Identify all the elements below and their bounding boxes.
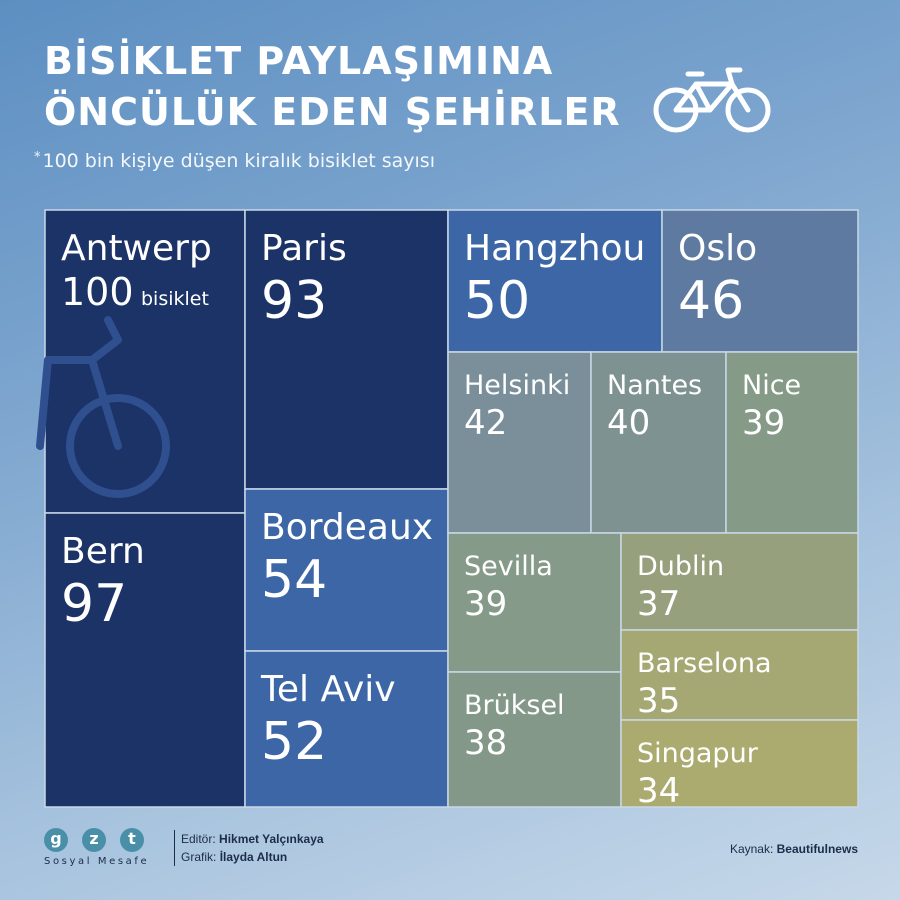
- graphic-name: İlayda Altun: [219, 850, 288, 864]
- treemap-rect: [44, 512, 246, 808]
- value-label: 100: [61, 270, 134, 314]
- treemap-rect: [620, 532, 859, 631]
- treemap-rect: [620, 629, 859, 721]
- value-label: 52: [261, 712, 327, 772]
- city-label: Hangzhou: [464, 228, 645, 269]
- value-label: 54: [261, 550, 327, 610]
- value-label: 39: [464, 584, 507, 624]
- logo-letter: z: [82, 828, 106, 852]
- source: Kaynak: Beautifulnews: [730, 842, 858, 856]
- treemap-rect: [244, 650, 449, 808]
- logo-text: Sosyal Mesafe: [44, 856, 150, 867]
- bicycle-watermark-icon: [36, 316, 170, 498]
- subtitle-asterisk: *: [34, 150, 41, 165]
- value-label: 97: [61, 574, 127, 634]
- value-label: 42: [464, 403, 507, 443]
- city-label: Bordeaux: [261, 507, 433, 548]
- city-label: Bern: [61, 531, 145, 572]
- city-label: Nice: [742, 370, 801, 401]
- city-label: Tel Aviv: [260, 669, 396, 710]
- treemap-rect: [590, 351, 727, 534]
- treemap-rect: [725, 351, 859, 534]
- credits: Editör: Hikmet Yalçınkaya Grafik: İlayda…: [174, 830, 324, 866]
- city-label: Nantes: [607, 370, 702, 401]
- value-label: 50: [464, 271, 530, 331]
- city-label: Paris: [261, 228, 347, 269]
- title-line-2: ÖNCÜLÜK EDEN ŞEHİRLER: [44, 90, 621, 134]
- city-label: Barselona: [637, 648, 772, 679]
- value-label: 40: [607, 403, 650, 443]
- title-line-1: BİSİKLET PAYLAŞIMINA: [44, 39, 554, 83]
- source-name: Beautifulnews: [776, 842, 858, 856]
- value-label: 46: [678, 271, 744, 331]
- value-label: 39: [742, 403, 785, 443]
- value-label: 93: [261, 271, 327, 331]
- treemap-rect: [244, 488, 449, 652]
- source-label: Kaynak:: [729, 842, 774, 856]
- editor-label: Editör:: [181, 832, 216, 846]
- editor-name: Hikmet Yalçınkaya: [219, 832, 324, 846]
- value-label: 35: [637, 681, 680, 721]
- value-label: 34: [637, 771, 680, 811]
- value-label: 37: [637, 584, 680, 624]
- treemap-rect: [447, 671, 622, 808]
- treemap-rect: [661, 209, 859, 353]
- bicycle-icon: [653, 67, 771, 133]
- treemap-rect: [447, 351, 592, 534]
- treemap-rect: [244, 209, 449, 490]
- city-label: Sevilla: [464, 551, 553, 582]
- logo-letter: t: [120, 828, 144, 852]
- treemap-rect: [447, 209, 663, 353]
- unit-label: bisiklet: [141, 288, 209, 310]
- treemap-rect: [620, 719, 859, 808]
- city-label: Dublin: [637, 551, 724, 582]
- treemap-rect: [447, 532, 622, 673]
- subtitle: * 100 bin kişiye düşen kiralık bisiklet s…: [34, 150, 435, 172]
- value-label: 38: [464, 723, 507, 763]
- city-label: Brüksel: [464, 690, 565, 721]
- city-label: Oslo: [678, 228, 757, 269]
- graphic-label: Grafik:: [181, 850, 217, 864]
- city-label: Helsinki: [464, 370, 570, 401]
- page-title: BİSİKLET PAYLAŞIMINA ÖNCÜLÜK EDEN ŞEHİRL…: [44, 36, 621, 138]
- logo-letter: g: [44, 828, 68, 852]
- subtitle-text: 100 bin kişiye düşen kiralık bisiklet sa…: [42, 150, 436, 172]
- city-label: Singapur: [637, 738, 759, 769]
- city-label: Antwerp: [61, 228, 212, 269]
